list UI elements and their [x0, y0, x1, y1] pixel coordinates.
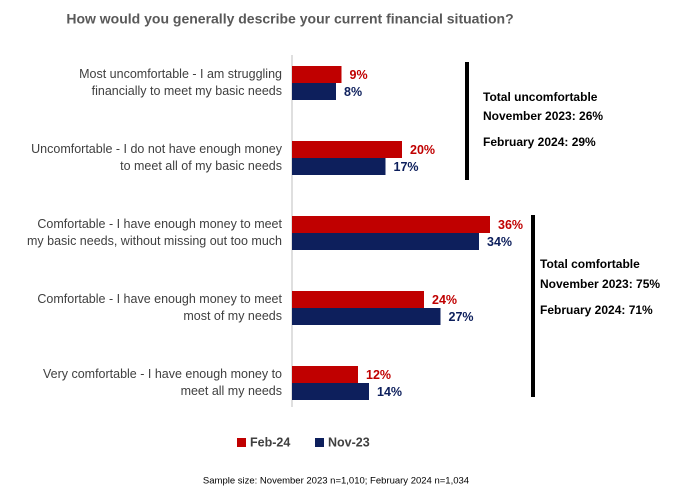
value-label: 8% — [344, 85, 362, 99]
annotation: Total comfortable — [540, 257, 640, 271]
legend-swatch — [237, 438, 246, 447]
legend-label: Nov-23 — [328, 435, 370, 449]
annotation: November 2023: 75% — [540, 277, 660, 291]
value-label: 36% — [498, 218, 523, 232]
annotation: February 2024: 29% — [483, 135, 596, 149]
annotation: Total uncomfortable — [483, 90, 598, 104]
category-label: Comfortable - I have enough money to mee… — [37, 292, 282, 323]
legend-swatch — [315, 438, 324, 447]
value-label: 34% — [487, 235, 512, 249]
value-label: 17% — [394, 160, 419, 174]
value-label: 12% — [366, 368, 391, 382]
category-label: Uncomfortable - I do not have enough mon… — [31, 142, 282, 173]
value-label: 9% — [350, 68, 368, 82]
bar — [292, 383, 369, 400]
value-label: 14% — [377, 385, 402, 399]
value-label: 20% — [410, 143, 435, 157]
bar — [292, 83, 336, 100]
annotation: November 2023: 26% — [483, 109, 603, 123]
chart-title: How would you generally describe your cu… — [66, 11, 513, 27]
category-label: Comfortable - I have enough money to mee… — [27, 217, 282, 248]
value-label: 24% — [432, 293, 457, 307]
bar — [292, 291, 424, 308]
bar — [292, 308, 441, 325]
footnote: Sample size: November 2023 n=1,010; Febr… — [203, 476, 469, 487]
category-label: Very comfortable - I have enough money t… — [42, 367, 282, 398]
bar — [292, 158, 386, 175]
legend-label: Feb-24 — [250, 435, 290, 449]
bar — [292, 366, 358, 383]
bar — [292, 141, 402, 158]
annotation: February 2024: 71% — [540, 303, 653, 317]
category-label: Most uncomfortable - I am struggling fin… — [79, 67, 282, 98]
bar — [292, 66, 342, 83]
bar — [292, 233, 479, 250]
value-label: 27% — [449, 310, 474, 324]
bar — [292, 216, 490, 233]
